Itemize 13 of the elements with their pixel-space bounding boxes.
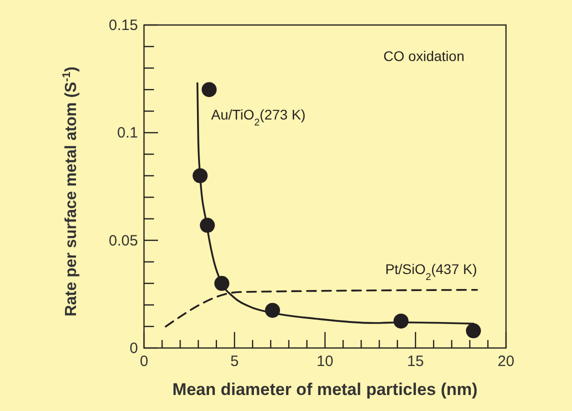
y-tick-label: 0.1 xyxy=(117,124,138,142)
series-label: Au/TiO$_{2}$(273 K) xyxy=(211,106,306,128)
y-tick-label: 0 xyxy=(130,340,138,357)
x-axis-title: Mean diameter of metal particles (nm) xyxy=(172,380,478,399)
annotation: CO oxidation xyxy=(383,48,464,64)
x-tick-label: 10 xyxy=(316,353,334,370)
x-tick-label: 20 xyxy=(498,353,514,370)
x-tick-label: 5 xyxy=(230,353,239,370)
y-tick-label: 0.05 xyxy=(108,232,138,250)
series-label: Pt/SiO$_{2}$(437 K) xyxy=(385,260,478,282)
y-tick-label: 0.15 xyxy=(108,17,138,34)
x-tick-label: 0 xyxy=(140,353,148,370)
x-tick-label: 15 xyxy=(407,353,424,370)
